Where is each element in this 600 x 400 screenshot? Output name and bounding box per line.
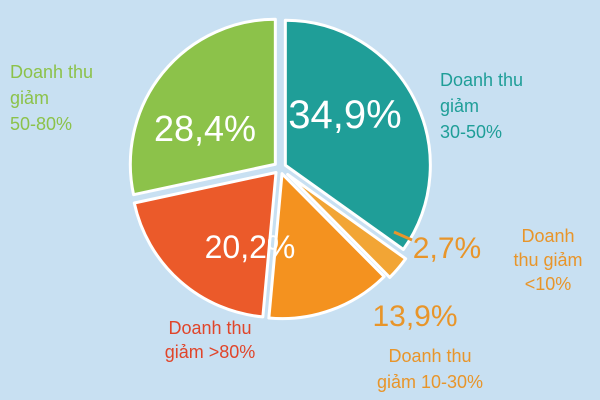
slice-category-label-line: 30-50% (440, 122, 502, 142)
slice-percent-label: 13,9% (372, 300, 457, 333)
slice-category-label-line: Doanh thu (168, 318, 251, 338)
pie-slice (283, 18, 432, 251)
pie-slice (286, 172, 408, 279)
leader-lines-layer (393, 230, 413, 242)
slice-category-label-line: giảm 10-30% (377, 372, 483, 392)
slice-category-label-line: giảm (10, 88, 49, 108)
slice-category-label-line: Doanh thu (440, 70, 523, 90)
pie-slice (132, 170, 278, 319)
slice-percent-label: 20,2% (205, 229, 296, 265)
slice-percent-label: 34,9% (288, 93, 401, 137)
slice-category-label-line: <10% (525, 274, 572, 294)
slice-percent-label: 28,4% (154, 108, 256, 149)
slice-category-label-line: 50-80% (10, 114, 72, 134)
slices-layer (128, 17, 432, 321)
pie-slice (267, 172, 386, 321)
slice-category-label-line: Doanh (521, 226, 574, 246)
slice-category-label-line: thu giảm (513, 250, 582, 270)
slice-category-label-line: Doanh thu (10, 62, 93, 82)
slice-category-label: Doanh thu giảm 30-50% (440, 70, 523, 142)
slice-percent-label: 2,7% (413, 232, 481, 265)
slice-category-label: Doanh thu giảm <10% (513, 226, 582, 294)
slice-category-label-line: Doanh thu (388, 346, 471, 366)
slice-category-label: Doanh thu giảm 10-30% (377, 346, 483, 392)
leader-line (393, 230, 413, 242)
slice-category-label: Doanh thu giảm 50-80% (10, 62, 93, 134)
slice-category-label-line: giảm >80% (165, 342, 256, 362)
slice-category-label-line: giảm (440, 96, 479, 116)
labels-layer: 34,9% Doanh thu giảm 30-50% 2,7% Doanh thu giả… (10, 62, 583, 392)
slice-category-label: Doanh thu giảm >80% (165, 318, 256, 362)
pie-slice (128, 17, 277, 197)
